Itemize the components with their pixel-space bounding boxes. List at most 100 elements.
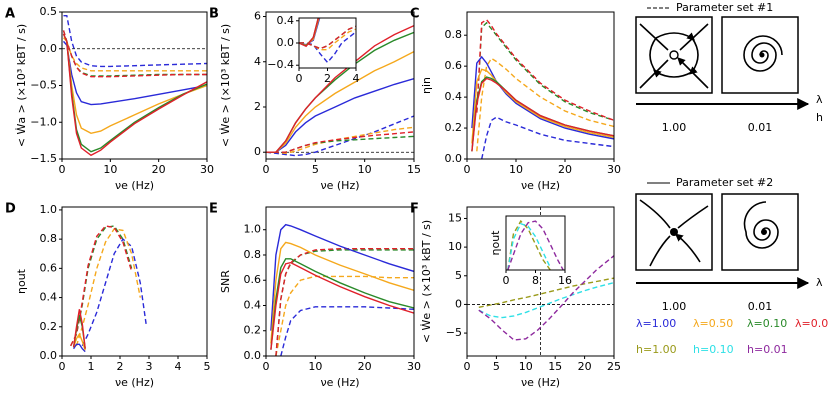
y-tick-label: −0.5	[30, 79, 57, 92]
x-tick-label: 4	[353, 72, 360, 85]
x-tick-label: 0	[464, 360, 471, 373]
series-line	[478, 255, 614, 341]
series-line	[62, 40, 207, 106]
spiral	[743, 35, 783, 72]
panel-label: A	[5, 7, 15, 22]
fixed-point	[669, 50, 679, 60]
y-tick-label: 0.8	[445, 28, 463, 41]
x-tick-label: 0	[503, 274, 510, 287]
axes-frame	[298, 17, 357, 69]
y-tick-label: 0.4	[277, 14, 295, 27]
plot-lines	[62, 15, 207, 157]
x-tick-label: 15	[407, 163, 421, 176]
portrait-box	[635, 16, 713, 94]
x-axis-label: νe (Hz)	[115, 376, 154, 389]
axis-symbol: λ	[816, 276, 823, 289]
trajectory	[639, 199, 709, 267]
y-tick-label: 0.0	[40, 42, 58, 55]
x-tick-label: 10	[358, 163, 372, 176]
y-tick-label: 4	[254, 55, 261, 68]
fixed-point	[761, 229, 767, 235]
x-axis-label: νe (Hz)	[521, 179, 560, 192]
series-line	[266, 126, 414, 155]
series-line	[280, 306, 414, 356]
y-axis-label: < Ẇa > (×10³ kBT / s)	[15, 24, 28, 147]
x-tick-label: 4	[175, 360, 182, 373]
series-line	[266, 78, 414, 153]
series-line	[266, 50, 414, 153]
param-value: 0.01	[748, 300, 773, 313]
legend-label: λ=0.50	[693, 317, 733, 330]
x-tick-label: 30	[407, 360, 421, 373]
x-tick-label: 5	[204, 360, 211, 373]
series-line	[275, 275, 414, 356]
x-tick-label: 8	[532, 274, 539, 287]
axes-frame	[265, 206, 415, 357]
diagrams: Parameter set #1 λ h 1.00 0.01 Parameter…	[635, 1, 823, 313]
series-line	[70, 225, 133, 347]
legend-label: λ=0.10	[747, 317, 787, 330]
y-tick-label: 0.0	[277, 36, 295, 49]
x-tick-label: 5	[312, 163, 319, 176]
x-tick-label: 15	[548, 360, 562, 373]
series-line	[72, 332, 86, 351]
y-axis-label: SNR	[219, 270, 232, 293]
series-line	[299, 18, 319, 48]
spiral	[743, 201, 779, 249]
y-tick-label: 15	[448, 211, 462, 224]
series-line	[62, 30, 207, 78]
plot-lines	[266, 24, 414, 157]
plot-area	[467, 12, 614, 159]
series-line	[270, 223, 414, 331]
y-tick-label: −1.0	[30, 115, 57, 128]
panel: 0 10 20 30 0.0 0.2 0.4 0.6 0.8 Cνe (Hz) ηin	[410, 7, 621, 193]
x-tick-label: 5	[493, 360, 500, 373]
x-tick-label: 2	[117, 360, 124, 373]
series-line	[476, 57, 614, 152]
panel-label: E	[209, 202, 218, 217]
y-tick-label: 0.4	[40, 291, 58, 304]
trajectory	[639, 23, 709, 89]
series-line	[70, 225, 133, 347]
x-tick-label: 30	[607, 163, 621, 176]
panel: 0 10 20 30 −1.5 −1.0 −0.5 0.0 0.5 Aνe (Hz) < Ẇa > …	[5, 5, 214, 192]
series-line	[481, 116, 614, 159]
series-line	[62, 33, 207, 72]
series-line	[75, 228, 141, 347]
fixed-point	[670, 228, 678, 236]
y-axis-label: < Ẇe > (×10³ kBT / s)	[219, 24, 232, 147]
axis-symbol: λ	[816, 93, 823, 106]
y-tick-label: 0.4	[445, 90, 463, 103]
axes-frame	[61, 11, 208, 160]
x-tick-label: 10	[308, 360, 322, 373]
y-tick-label: 0.5	[40, 5, 58, 18]
y-tick-label: 0.2	[244, 324, 262, 337]
fixed-point	[759, 52, 765, 58]
series-line	[73, 343, 86, 353]
y-tick-label: 0.0	[244, 349, 262, 362]
x-tick-label: 16	[558, 274, 572, 287]
series-line	[63, 15, 207, 68]
y-tick-label: 0	[455, 297, 462, 310]
series-line	[266, 115, 414, 157]
param-value: 1.00	[662, 121, 687, 134]
series-line	[72, 309, 86, 349]
axes-frame	[505, 215, 566, 271]
series-line	[507, 219, 551, 270]
inset: 0 2 4 −0.4 0.0 0.4	[267, 14, 360, 85]
series-line	[266, 131, 414, 153]
y-axis-label: ηout	[489, 230, 502, 256]
x-axis-label: νe (Hz)	[115, 179, 154, 192]
x-tick-label: 20	[358, 360, 372, 373]
set2-title: Parameter set #2	[676, 176, 773, 189]
plot-area	[266, 207, 414, 356]
y-tick-label: 6	[254, 10, 261, 23]
series-line	[507, 220, 564, 270]
x-tick-label: 10	[103, 163, 117, 176]
x-axis-label: νe (Hz)	[320, 179, 359, 192]
series-line	[81, 238, 147, 347]
y-tick-label: 5	[455, 269, 462, 282]
y-tick-label: −1.5	[30, 152, 57, 165]
portrait-box	[721, 16, 799, 94]
x-axis-label: νe (Hz)	[521, 376, 560, 389]
